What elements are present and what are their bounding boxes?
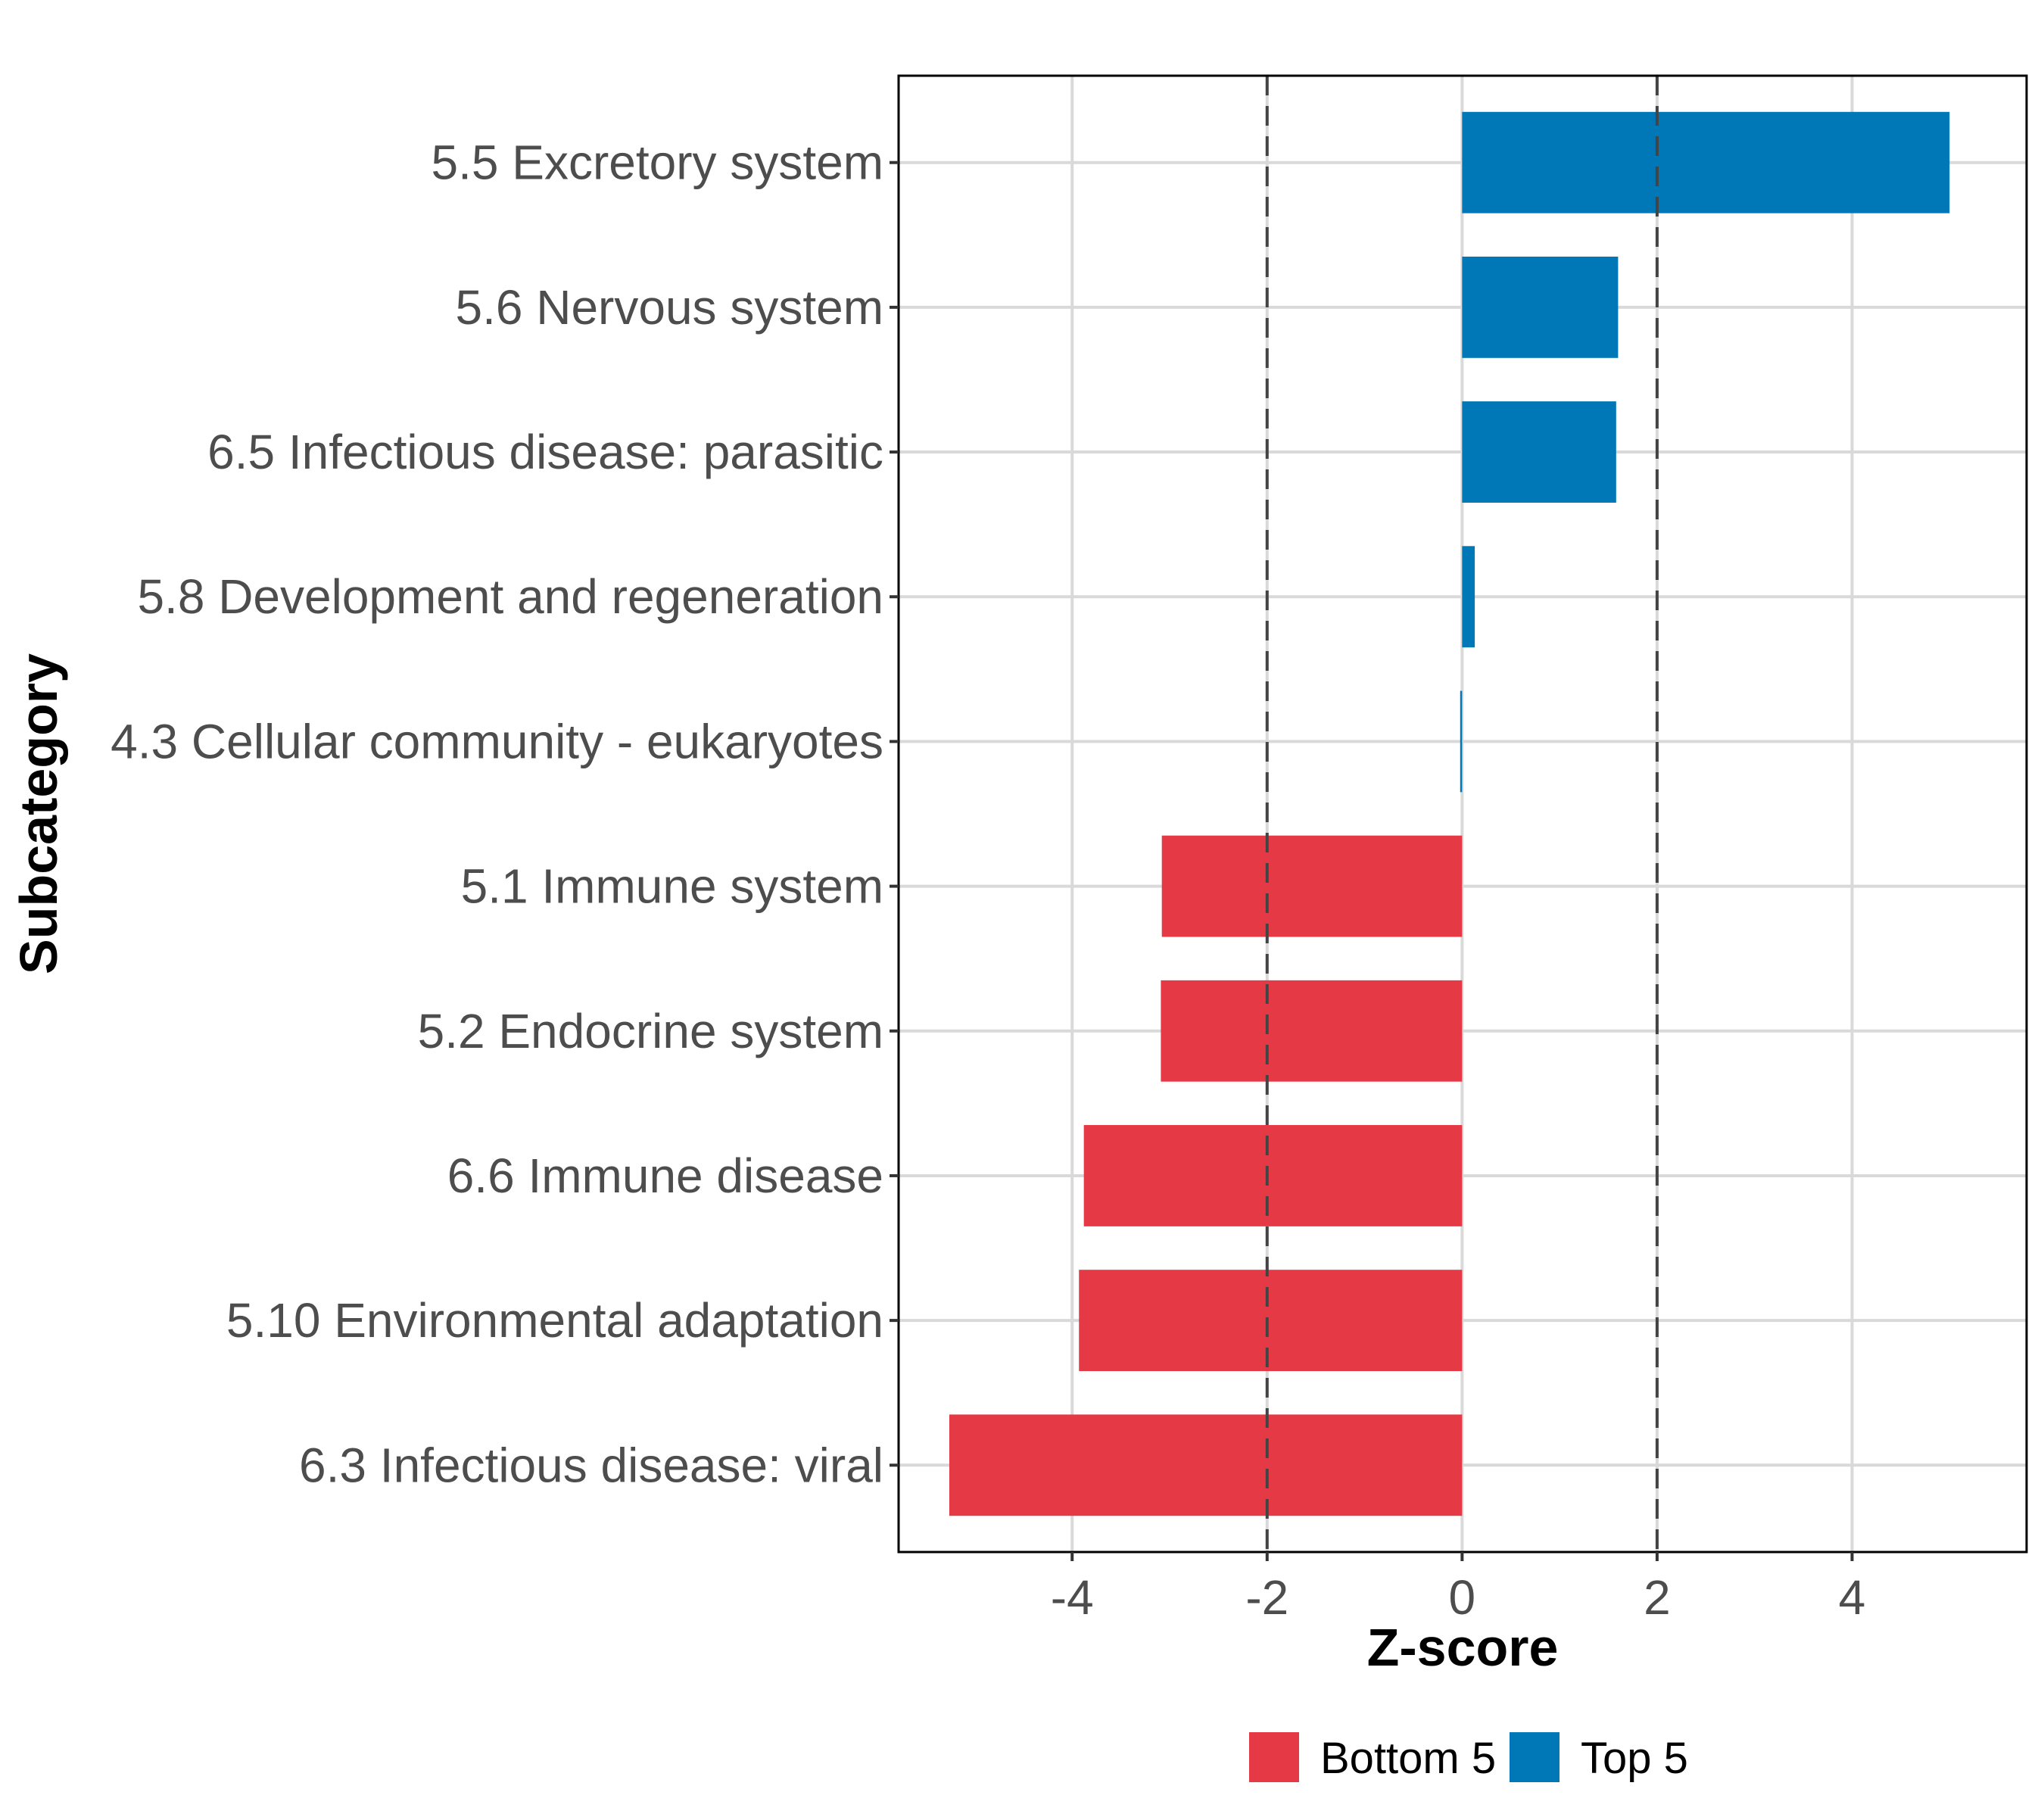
legend-swatch [1510, 1732, 1559, 1782]
x-tick-label: -2 [1245, 1570, 1288, 1625]
y-tick-label: 5.8 Development and regeneration [137, 569, 883, 624]
legend-item: Bottom 5 [1249, 1732, 1496, 1783]
y-tick-label: 5.6 Nervous system [455, 280, 883, 335]
legend-label: Top 5 [1581, 1734, 1688, 1783]
x-axis-title: Z-score [1367, 1618, 1559, 1677]
x-tick-label: -4 [1051, 1570, 1094, 1625]
y-axis-title: Subcategory [9, 653, 68, 974]
y-tick-label: 6.3 Infectious disease: viral [299, 1438, 883, 1492]
bar [1460, 690, 1463, 793]
bars [949, 111, 1950, 1516]
x-axis: -4 -2 0 2 4 [1051, 1552, 1866, 1625]
y-tick-label: 6.5 Infectious disease: parasitic [207, 425, 883, 479]
legend-item: Top 5 [1510, 1732, 1688, 1783]
bar [1161, 980, 1463, 1082]
y-tick-label: 5.5 Excretory system [432, 136, 884, 190]
bar [949, 1414, 1463, 1516]
bar [1161, 835, 1463, 937]
x-tick-label: 2 [1644, 1570, 1671, 1625]
reference-lines [1265, 76, 1659, 1552]
bar [1083, 1125, 1463, 1226]
bar [1462, 111, 1950, 213]
bar [1079, 1270, 1463, 1372]
y-tick-label: 5.10 Environmental adaptation [226, 1293, 883, 1348]
y-tick-label: 4.3 Cellular community - eukaryotes [111, 714, 883, 768]
legend: Bottom 5 Top 5 [1249, 1732, 1688, 1783]
y-tick-label: 5.2 Endocrine system [418, 1004, 883, 1058]
legend-swatch [1249, 1732, 1299, 1782]
bar [1462, 401, 1616, 503]
x-tick-label: 0 [1449, 1570, 1476, 1625]
x-tick-label: 4 [1839, 1570, 1866, 1625]
y-tick-label: 6.6 Immune disease [447, 1148, 883, 1203]
bar [1462, 256, 1619, 358]
legend-label: Bottom 5 [1320, 1734, 1496, 1783]
bar [1462, 546, 1475, 648]
y-axis: 5.5 Excretory system 5.6 Nervous system 6.… [111, 136, 899, 1492]
y-tick-label: 5.1 Immune system [461, 859, 883, 914]
